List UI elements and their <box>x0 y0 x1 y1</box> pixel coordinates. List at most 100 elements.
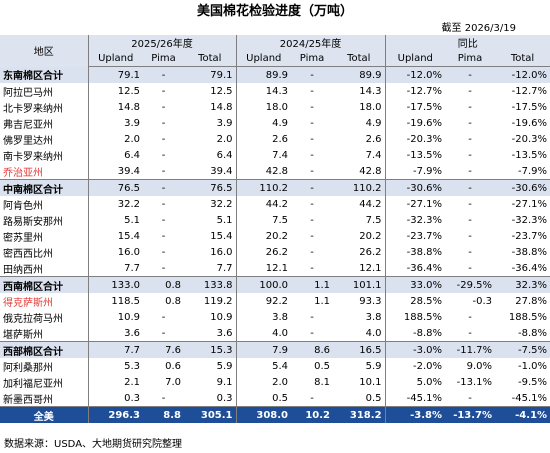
header-group-2025-26: 2025/26年度 <box>87 35 237 50</box>
cell-value: 110.2 <box>235 179 292 196</box>
cell-value: - <box>310 133 314 145</box>
cell-value: - <box>161 327 166 339</box>
region-name: 新墨西哥州 <box>3 394 53 406</box>
region-name: 东南棉区合计 <box>0 66 88 83</box>
region-name: 西南棉区合计 <box>0 276 88 293</box>
cell-value: -36.4% <box>384 260 446 277</box>
region-name: 得克萨斯州 <box>3 297 53 309</box>
cell-value: -17.5% <box>511 101 548 113</box>
cell-value: - <box>161 392 166 404</box>
header-upland: Upland <box>235 50 292 67</box>
cell-value: - <box>310 165 314 177</box>
cell-value: 5.9 <box>216 360 233 372</box>
subtotal-row: 中南棉区合计 76.5-76.5 110.2-110.2 -30.6% - -30.6% <box>0 179 550 196</box>
cell-value: 2.6 <box>365 133 382 145</box>
cell-value: 92.2 <box>235 293 292 309</box>
cell-value: - <box>468 230 472 242</box>
cell-value: -38.8% <box>384 244 446 260</box>
cell-value: 3.8 <box>235 309 292 325</box>
table-row: 新墨西哥州 0.3-0.3 0.5-0.5 -45.1% - -45.1% <box>0 390 550 407</box>
region-name: 南卡罗来纳州 <box>3 151 63 163</box>
cell-value: 89.9 <box>235 66 292 83</box>
subtotal-row: 西南棉区合计 133.0 0.8 133.8 100.0 1.1 101.1 33.0% -29… <box>0 276 550 293</box>
cell-value: 15.4 <box>210 230 233 242</box>
table-row: 得克萨斯州 118.5 0.8 119.2 92.2 1.1 93.3 28.5% -0.3 27… <box>0 293 550 309</box>
cell-value: - <box>143 179 184 196</box>
cell-value: 26.2 <box>359 246 382 258</box>
cell-value: 119.2 <box>203 295 233 307</box>
total-row: 全美 296.3 8.8 305.1 308.0 10.2 318.2 -3.8% -13.7%… <box>0 406 550 423</box>
region-name: 田纳西州 <box>3 264 43 276</box>
cell-value: -3.8% <box>384 406 446 423</box>
cell-value: 28.5% <box>384 293 446 309</box>
cell-value: - <box>161 117 166 129</box>
cell-value: -27.1% <box>511 198 548 210</box>
cell-value: 12.5 <box>87 83 143 99</box>
cell-value: 0.5 <box>365 392 382 404</box>
cell-value: - <box>468 85 472 97</box>
cell-value: 10.2 <box>291 406 334 423</box>
cell-value: - <box>161 198 166 210</box>
cell-value: 16.5 <box>333 341 386 358</box>
as-of-date: 截至 2026/3/19 <box>441 23 516 34</box>
table-row: 路易斯安那州 5.1-5.1 7.5-7.5 -32.3% - -32.3% <box>0 212 550 228</box>
cell-value: -12.7% <box>511 85 548 97</box>
cell-value: -12.0% <box>495 66 550 83</box>
cell-value: 7.0 <box>165 376 181 388</box>
cell-value: 9.0% <box>466 360 493 372</box>
cell-value: - <box>468 165 472 177</box>
table-row: 阿利桑那州 5.3 0.6 5.9 5.4 0.5 5.9 -2.0% 9.0% -1.0% <box>0 358 550 374</box>
cell-value: -3.0% <box>384 341 446 358</box>
subtotal-row: 东南棉区合计 79.1-79.1 89.9-89.9 -12.0% - -12.0% <box>0 66 550 83</box>
cell-value: -7.9% <box>518 165 548 177</box>
cell-value: 7.5 <box>235 212 292 228</box>
table-row: 堪萨斯州 3.6-3.6 4.0-4.0 -8.8% - -8.8% <box>0 325 550 342</box>
cell-value: 308.0 <box>235 406 292 423</box>
cell-value: - <box>468 149 472 161</box>
cell-value: - <box>161 101 166 113</box>
cell-value: 5.1 <box>87 212 143 228</box>
cell-value: 79.1 <box>184 66 237 83</box>
cell-value: -13.5% <box>511 149 548 161</box>
cell-value: - <box>468 327 472 339</box>
cell-value: -30.6% <box>495 179 550 196</box>
header-pima: Pima <box>445 50 496 67</box>
cell-value: 2.1 <box>87 374 143 390</box>
cell-value: -17.5% <box>384 99 446 115</box>
subtotal-row: 西部棉区合计 7.7 7.6 15.3 7.9 8.6 16.5 -3.0% -11.7% -7.… <box>0 341 550 358</box>
cell-value: 39.4 <box>210 165 233 177</box>
cell-value: - <box>468 117 472 129</box>
cell-value: 133.0 <box>87 276 143 293</box>
cell-value: -12.0% <box>384 66 446 83</box>
cell-value: 100.0 <box>235 276 292 293</box>
cell-value: 118.5 <box>87 293 143 309</box>
cell-value: -45.1% <box>511 392 548 404</box>
table-row: 弗吉尼亚州 3.9-3.9 4.9-4.9 -19.6% - -19.6% <box>0 115 550 131</box>
region-name: 佛罗里达州 <box>3 135 53 147</box>
cell-value: -1.0% <box>518 360 548 372</box>
cell-value: -0.3 <box>472 295 493 307</box>
header-total: Total <box>495 50 550 67</box>
cell-value: -8.8% <box>518 327 548 339</box>
header-pima: Pima <box>291 50 334 67</box>
cell-value: 1.1 <box>291 276 334 293</box>
region-name: 俄克拉荷马州 <box>3 313 63 325</box>
header-group-2024-25: 2024/25年度 <box>235 35 386 50</box>
table-row: 田纳西州 7.7-7.7 12.1-12.1 -36.4% - -36.4% <box>0 260 550 277</box>
cell-value: - <box>468 198 472 210</box>
cell-value: 2.6 <box>235 131 292 147</box>
header-upland: Upland <box>87 50 143 67</box>
cell-value: 188.5% <box>384 309 446 325</box>
cell-value: - <box>143 66 184 83</box>
cell-value: - <box>161 262 166 274</box>
region-name: 全美 <box>0 406 88 423</box>
header-region: 地区 <box>0 35 88 67</box>
cell-value: 296.3 <box>87 406 143 423</box>
cell-value: -19.6% <box>511 117 548 129</box>
table-row: 佛罗里达州 2.0-2.0 2.6-2.6 -20.3% - -20.3% <box>0 131 550 147</box>
cell-value: 133.8 <box>184 276 237 293</box>
cell-value: 15.3 <box>184 341 237 358</box>
region-name: 阿拉巴马州 <box>3 87 53 99</box>
header-total: Total <box>333 50 386 67</box>
cell-value: 16.0 <box>87 244 143 260</box>
